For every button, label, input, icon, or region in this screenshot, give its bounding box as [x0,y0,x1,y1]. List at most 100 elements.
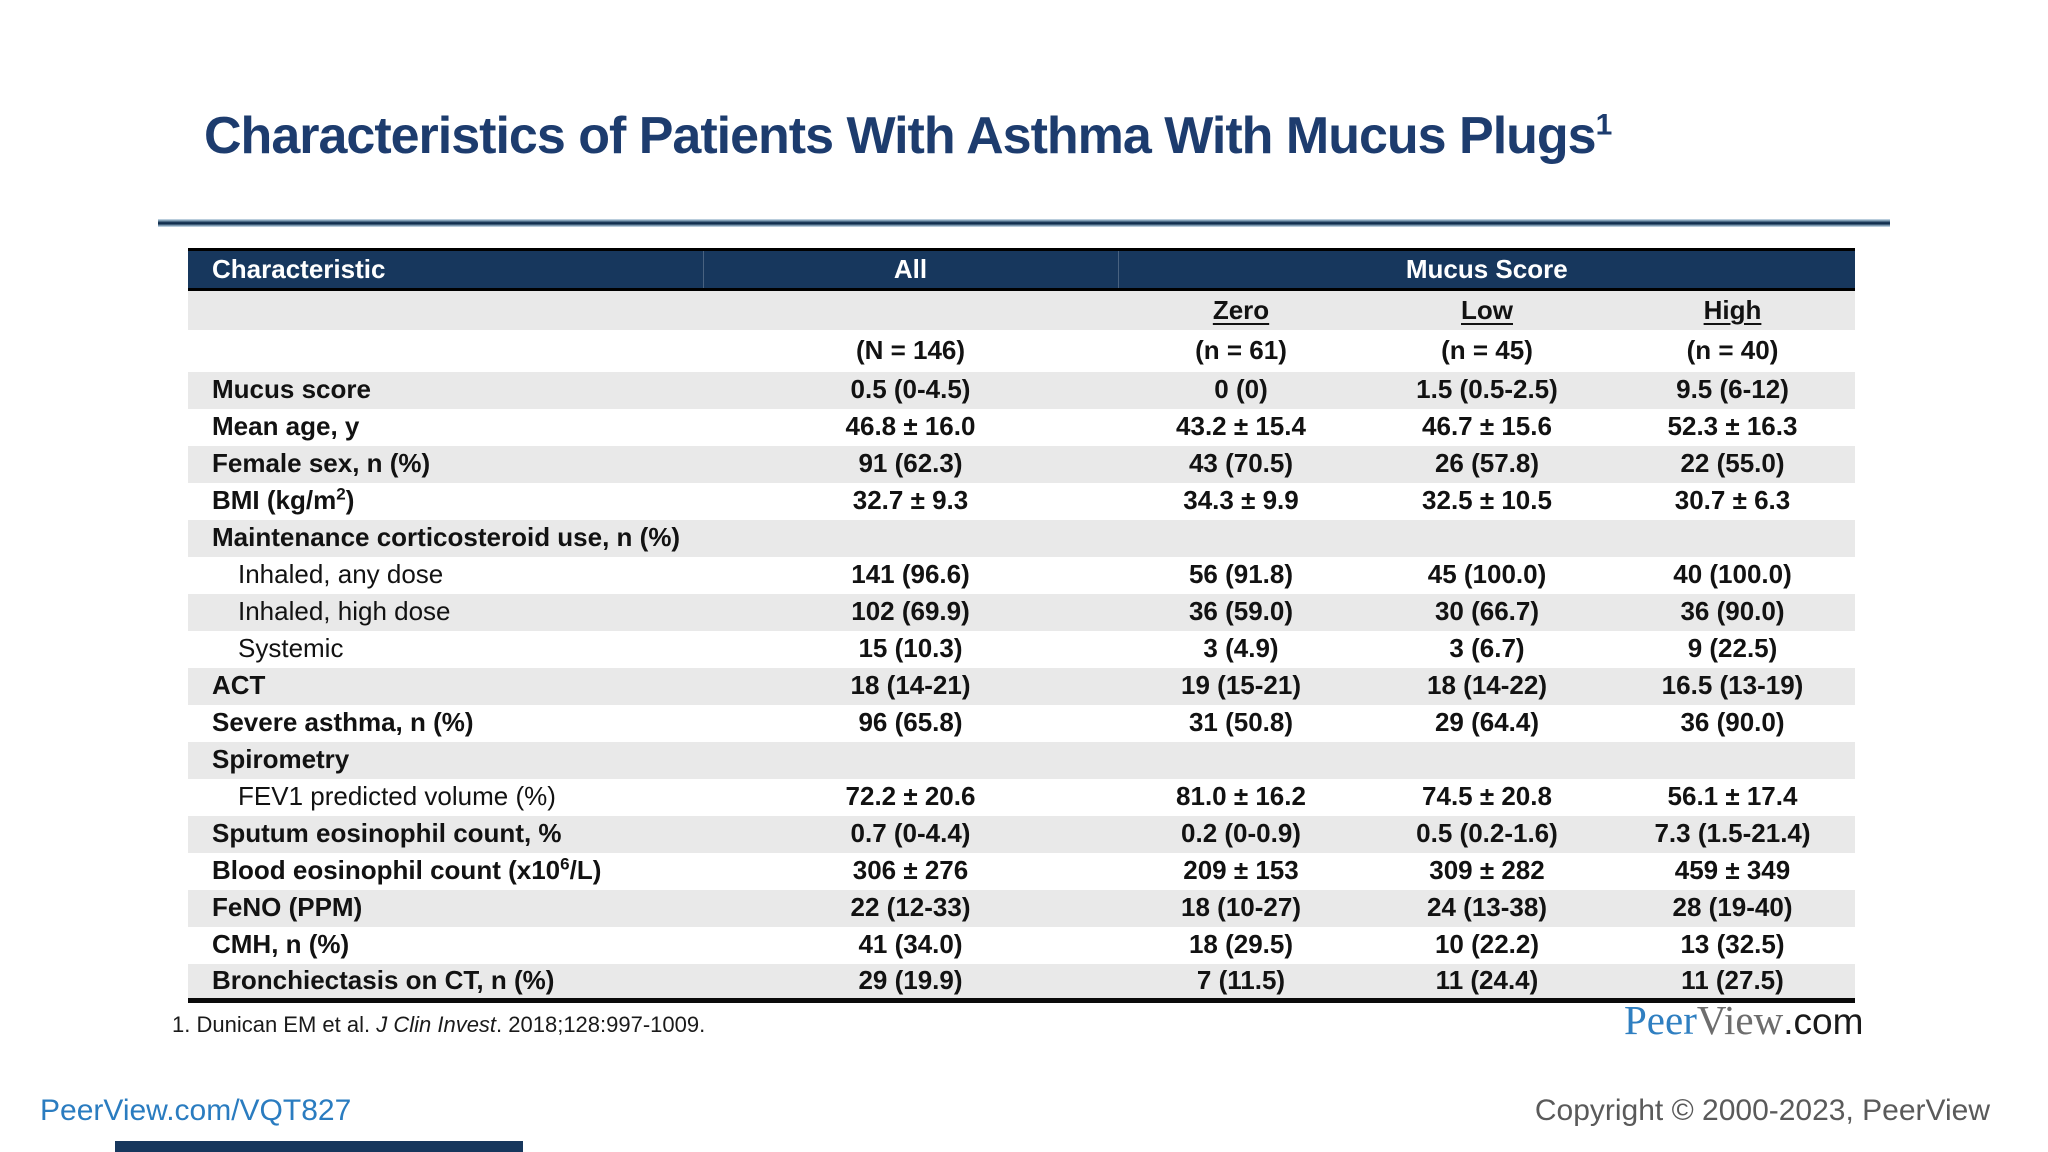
row-value-all: 46.8 ± 16.0 [845,411,976,442]
row-value-zero [1118,741,1364,779]
footer-program-link[interactable]: PeerView.com/VQT827 [40,1094,352,1127]
row-value-high: 16.5 (13-19) [1610,667,1855,705]
row-label: Systemic [238,633,344,664]
row-value-zero: 18 (10-27) [1118,889,1364,927]
logo-view: View [1696,997,1784,1043]
table-row: Inhaled, any dose 141 (96.6) 56 (91.8) 4… [188,557,1855,594]
row-value-high: 9 (22.5) [1687,633,1778,664]
footnote-journal: J Clin Invest [376,1012,497,1037]
table-row: Mean age, y 46.8 ± 16.0 43.2 ± 15.4 46.7… [188,409,1855,446]
title-divider-rule [158,219,1890,227]
row-value-low: 0.5 (0.2-1.6) [1364,815,1610,853]
row-value-zero: 31 (50.8) [1188,707,1294,738]
video-progress-bar[interactable] [115,1141,523,1152]
row-value-zero: 81.0 ± 16.2 [1176,781,1306,812]
row-label: Inhaled, high dose [188,593,703,631]
row-value-all: 15 (10.3) [858,633,963,664]
row-value-all: 72.2 ± 20.6 [845,781,976,812]
row-value-zero: 19 (15-21) [1118,667,1364,705]
row-value-zero [1118,519,1364,557]
table-header-row: Characteristic All Mucus Score [188,249,1855,291]
row-value-all [703,519,1118,557]
characteristics-table: Characteristic All Mucus Score Zero Low … [188,248,1855,1003]
row-value-zero: 209 ± 153 [1183,855,1299,886]
header-characteristic: Characteristic [188,249,703,291]
row-value-zero: 34.3 ± 9.9 [1183,485,1299,516]
table-row: FeNO (PPM) 22 (12-33) 18 (10-27) 24 (13-… [188,889,1855,927]
row-label: Female sex, n (%) [188,445,703,483]
row-label: Mucus score [188,371,703,409]
row-value-high: 11 (27.5) [1610,963,1855,1001]
row-value-all: 102 (69.9) [703,593,1118,631]
row-value-low [1364,519,1610,557]
row-value-low [1364,741,1610,779]
row-value-high: 22 (55.0) [1610,445,1855,483]
row-label: ACT [188,667,703,705]
row-value-high: 56.1 ± 17.4 [1667,781,1798,812]
row-value-zero: 3 (4.9) [1203,633,1279,664]
row-label: Maintenance corticosteroid use, n (%) [188,519,703,557]
table-row: Blood eosinophil count (x106/L) 306 ± 27… [188,853,1855,890]
row-label: Mean age, y [212,411,360,442]
row-value-high: 28 (19-40) [1610,889,1855,927]
table-row: Inhaled, high dose 102 (69.9) 36 (59.0) … [188,593,1855,631]
row-label: Blood eosinophil count (x106/L) [212,854,602,886]
row-value-low: 26 (57.8) [1364,445,1610,483]
header-all: All [702,249,1118,291]
copyright-text: Copyright © 2000-2023, PeerView [1534,1094,1990,1127]
row-value-low: 24 (13-38) [1364,889,1610,927]
counts-row: (N = 146) (n = 61) (n = 45) (n = 40) [188,330,1855,372]
peerview-logo: PeerView.com [1624,996,1874,1044]
table-row: Maintenance corticosteroid use, n (%) [188,519,1855,557]
row-value-low: 1.5 (0.5-2.5) [1364,371,1610,409]
row-label: CMH, n (%) [212,929,350,960]
row-value-low: 29 (64.4) [1434,707,1540,738]
count-high: (n = 40) [1686,334,1779,365]
row-value-low: 46.7 ± 15.6 [1422,411,1552,442]
row-value-all: 18 (14-21) [703,667,1118,705]
row-value-high: 40 (100.0) [1673,559,1792,590]
row-value-zero: 18 (29.5) [1188,929,1294,960]
row-value-low: 10 (22.2) [1434,929,1540,960]
table-row: BMI (kg/m2) 32.7 ± 9.3 34.3 ± 9.9 32.5 ±… [188,483,1855,520]
footnote-prefix: 1. Dunican EM et al. [172,1012,377,1037]
table-row: Severe asthma, n (%) 96 (65.8) 31 (50.8)… [188,705,1855,742]
row-value-high [1610,519,1855,557]
table-row: Female sex, n (%) 91 (62.3) 43 (70.5) 26… [188,445,1855,483]
table-row: ACT 18 (14-21) 19 (15-21) 18 (14-22) 16.… [188,667,1855,705]
row-value-zero: 43 (70.5) [1118,445,1364,483]
footnote: 1. Dunican EM et al. J Clin Invest. 2018… [172,1012,705,1038]
row-value-low: 74.5 ± 20.8 [1422,781,1552,812]
row-value-all: 22 (12-33) [703,889,1118,927]
row-label: BMI (kg/m2) [212,484,355,516]
row-label: Bronchiectasis on CT, n (%) [188,963,703,1001]
row-value-all: 0.5 (0-4.5) [703,371,1118,409]
table-row: CMH, n (%) 41 (34.0) 18 (29.5) 10 (22.2)… [188,927,1855,964]
table-row: Sputum eosinophil count, % 0.7 (0-4.4) 0… [188,815,1855,853]
row-value-high: 9.5 (6-12) [1610,371,1855,409]
row-value-low: 3 (6.7) [1449,633,1525,664]
footnote-suffix: . 2018;128:997-1009. [496,1012,706,1037]
slide-title-text: Characteristics of Patients With Asthma … [204,107,1597,165]
row-value-all: 0.7 (0-4.4) [703,815,1118,853]
subheader-high: High [1610,289,1855,330]
row-label: FEV1 predicted volume (%) [238,781,556,812]
header-mucus-score: Mucus Score [1117,249,1855,291]
row-value-high: 459 ± 349 [1674,855,1791,886]
row-value-low: 45 (100.0) [1427,559,1547,590]
table-row: Mucus score 0.5 (0-4.5) 0 (0) 1.5 (0.5-2… [188,371,1855,409]
row-label: Severe asthma, n (%) [212,707,474,738]
row-label: FeNO (PPM) [188,889,703,927]
row-value-low: 309 ± 282 [1429,855,1545,886]
table-row: Bronchiectasis on CT, n (%) 29 (19.9) 7 … [188,963,1855,1001]
row-label: Spirometry [188,741,703,779]
row-value-all: 91 (62.3) [703,445,1118,483]
row-value-low: 11 (24.4) [1364,963,1610,1001]
row-value-zero: 43.2 ± 15.4 [1176,411,1306,442]
slide-title: Characteristics of Patients With Asthma … [204,106,1904,166]
subheader-low: Low [1364,289,1610,330]
table-row: Systemic 15 (10.3) 3 (4.9) 3 (6.7) 9 (22… [188,631,1855,668]
row-value-zero: 0.2 (0-0.9) [1118,815,1364,853]
row-label: Sputum eosinophil count, % [188,815,703,853]
